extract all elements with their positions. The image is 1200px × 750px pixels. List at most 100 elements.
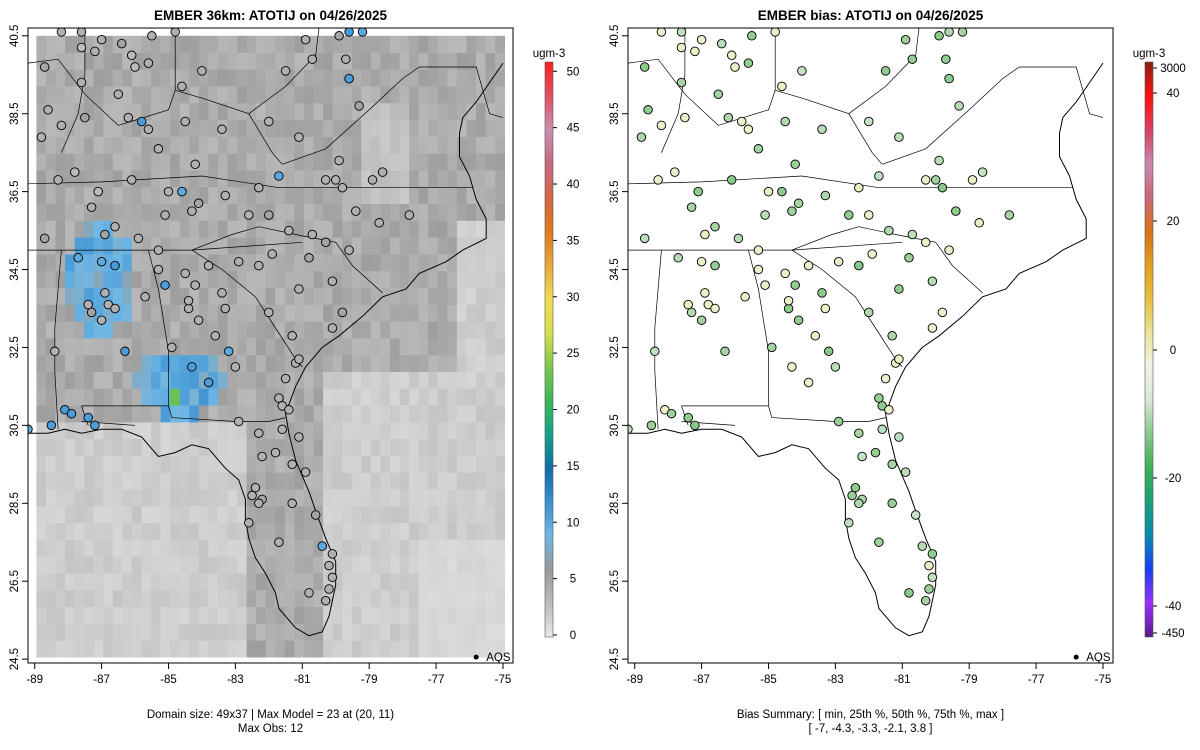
- grid-cell: [284, 119, 295, 137]
- site-marker: [287, 331, 297, 341]
- grid-cell: [208, 472, 219, 490]
- grid-cell: [399, 590, 410, 608]
- grid-cell: [122, 52, 133, 70]
- grid-cell: [237, 304, 247, 322]
- grid-cell: [151, 321, 161, 339]
- grid-cell: [284, 623, 295, 641]
- grid-cell: [370, 422, 381, 440]
- grid-cell: [495, 455, 505, 473]
- grid-cell: [65, 371, 75, 389]
- grid-cell: [361, 506, 372, 524]
- grid-cell: [495, 153, 505, 171]
- grid-cell: [256, 170, 267, 188]
- grid-cell: [141, 556, 152, 574]
- site-marker: [830, 362, 841, 372]
- grid-cell: [284, 170, 295, 188]
- grid-cell: [160, 304, 171, 322]
- grid-cell: [246, 405, 257, 423]
- grid-cell: [265, 489, 276, 507]
- grid-cell: [447, 220, 458, 238]
- grid-cell: [370, 590, 381, 608]
- grid-cell: [418, 556, 429, 574]
- grid-cell: [361, 186, 372, 204]
- grid-cell: [256, 119, 267, 137]
- grid-cell: [447, 170, 458, 188]
- grid-cell: [456, 254, 467, 272]
- site-marker: [320, 175, 331, 185]
- grid-cell: [418, 86, 429, 104]
- grid-cell: [170, 438, 181, 456]
- grid-cell: [437, 170, 448, 188]
- grid-cell: [65, 539, 75, 557]
- grid-cell: [313, 573, 324, 591]
- grid-cell: [246, 270, 257, 288]
- site-marker: [787, 206, 797, 216]
- grid-cell: [122, 506, 133, 524]
- grid-cell: [45, 153, 56, 171]
- site-marker: [116, 38, 127, 49]
- grid-cell: [361, 438, 372, 456]
- grid-cell: [246, 86, 257, 104]
- grid-cell: [151, 35, 161, 53]
- grid-cell: [332, 186, 343, 204]
- grid-cell: [55, 35, 66, 53]
- grid-cell: [332, 103, 343, 121]
- grid-cell: [476, 489, 486, 507]
- grid-cell: [409, 220, 419, 238]
- grid-cell: [332, 438, 343, 456]
- grid-cell: [45, 270, 56, 288]
- grid-cell: [476, 119, 486, 137]
- grid-cell: [399, 388, 410, 406]
- grid-cell: [93, 472, 104, 490]
- grid-cell: [198, 170, 209, 188]
- site-marker: [643, 105, 653, 115]
- grid-cell: [476, 371, 486, 389]
- grid-cell: [112, 438, 123, 456]
- grid-cell: [476, 220, 486, 238]
- grid-cell: [170, 186, 181, 204]
- grid-cell: [84, 119, 94, 137]
- grid-cell: [256, 270, 267, 288]
- grid-cell: [485, 287, 496, 305]
- site-marker: [927, 323, 938, 333]
- grid-cell: [390, 86, 400, 104]
- grid-cell: [112, 287, 123, 305]
- grid-cell: [112, 153, 123, 171]
- grid-cell: [141, 354, 152, 372]
- grid-cell: [447, 556, 458, 574]
- site-marker: [777, 81, 787, 92]
- grid-cell: [112, 405, 123, 423]
- grid-cell: [447, 489, 458, 507]
- grid-cell: [93, 35, 104, 53]
- grid-cell: [370, 69, 381, 87]
- grid-cell: [227, 422, 238, 440]
- site-marker: [217, 288, 227, 298]
- grid-cell: [74, 422, 85, 440]
- grid-cell: [45, 354, 56, 372]
- grid-cell: [122, 304, 133, 322]
- grid-cell: [151, 119, 161, 137]
- grid-cell: [36, 338, 47, 356]
- grid-cell: [390, 455, 400, 473]
- grid-cell: [447, 371, 458, 389]
- grid-cell: [466, 354, 477, 372]
- grid-cell: [74, 170, 85, 188]
- grid-cell: [103, 86, 114, 104]
- site-marker: [217, 124, 227, 135]
- grid-cell: [476, 136, 486, 154]
- grid-cell: [227, 52, 238, 70]
- grid-cell: [418, 455, 429, 473]
- grid-cell: [103, 472, 114, 490]
- grid-cell: [323, 153, 333, 171]
- site-marker: [220, 303, 231, 314]
- y-tick-label: 30.5: [609, 414, 621, 436]
- grid-cell: [476, 405, 486, 423]
- grid-cell: [390, 103, 400, 121]
- grid-cell: [74, 52, 85, 70]
- grid-cell: [495, 287, 505, 305]
- site-marker: [317, 541, 328, 551]
- grid-cell: [246, 136, 257, 154]
- grid-cell: [361, 254, 372, 272]
- grid-cell: [227, 623, 238, 641]
- site-marker: [927, 276, 938, 286]
